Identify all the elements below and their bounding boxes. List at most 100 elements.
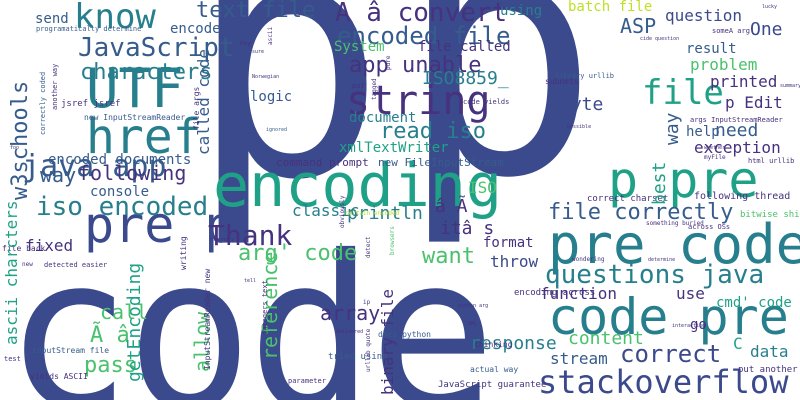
word-use: use [676,284,705,303]
word-document: document [349,110,417,126]
word-way-right: way [662,112,683,145]
word-programatically: programatically determine [36,25,142,33]
word-system: System [334,39,385,55]
word-fixed: fixed [25,236,74,255]
word-parameter: parameter [288,377,326,385]
word-pre-code: pre code [548,213,800,276]
word-pure: pure [385,55,392,70]
word-code-pre: code pre [548,288,789,346]
word-encoded-documents: encoded documents [48,152,192,168]
word-new-fis: new FileInputStream [378,156,504,169]
word-ascii-small: ascii [267,26,274,45]
word-detect: detect [365,236,372,258]
word-writing: writing [179,236,188,270]
word-arg-code: arg' code [238,241,358,266]
word-app-unable: app unable [349,53,482,78]
word-detected-easier: detected easier [44,261,108,269]
word-binary-file: binary file [378,289,397,395]
word-cide-question: cide question [640,36,680,42]
word-array: array [320,301,381,325]
word-questions-java: questions java [545,260,765,290]
word-new-isr: new InputStreamReader [84,113,186,122]
word-jsref: jsref jsref [61,99,121,109]
word-encode: encode [170,21,221,37]
word-cmd-code: cmd' code [716,295,792,311]
word-encoding-across: encoding across [514,288,596,298]
word-thank: Thank [208,219,293,252]
word-ascii-charcters: ascii charcters [2,200,21,346]
word-javascript-guarantee: JavaScript guarantee [438,380,547,390]
word-byte: byte [560,94,604,115]
word-java-app: java app [22,149,167,184]
word-actual-way: actual way [470,365,519,374]
word-isn: isn [461,9,468,20]
word-read-iso: read iso [380,119,486,144]
word-file: file [642,73,724,113]
word-sure: sure [252,49,265,55]
word-pass: pass [84,353,137,378]
word-following: following [78,161,187,185]
word-way: way [40,163,77,187]
word-file-back: file back [2,244,46,253]
word-urllib-quote: urllib quote [365,328,372,372]
word-one: One [750,19,783,40]
word-bitwise-shifts: bitwise shifts [740,210,800,220]
word-command-prompt: command prompt [276,156,369,169]
word-problem: problem [690,55,758,74]
word-printed: printed [710,72,778,91]
word-somea-arg: someA arg' [712,27,755,35]
word-possible: possible [567,124,592,130]
word-delivered: delivered [336,329,364,335]
word-interacting: interacting [672,323,706,329]
word-function: function [540,284,618,303]
word-logic: logic [250,89,293,105]
word-a-a-convert: Ã â convert [335,0,508,28]
word-put-another: put another [738,365,798,375]
word-text-file: text file [196,0,316,23]
word-ita-s: itâ s [440,218,495,239]
word-xml: XML [468,321,478,327]
word-whether: whether [704,145,726,151]
word-go: go [690,317,707,333]
word-throw: throw [490,252,539,271]
word-batch-file: batch file [568,0,653,15]
word-thinking: thinking [474,340,513,349]
word-println: println [347,203,423,224]
word-send: send [35,11,69,27]
word-want: want [422,244,475,269]
word-result: result [686,41,737,57]
word-know: know [74,0,156,37]
word-test: test [4,355,21,363]
word-getencoding: getEncoding [124,262,145,382]
word-strongly: strongly [210,237,235,243]
word-input-stream-file: inputStream file [32,346,110,355]
word-myfile: myFile [704,154,726,161]
word-response: response [470,333,557,354]
word-asp: ASP [620,14,657,38]
word-foo: foo [10,145,20,151]
word-browsers: browsers [389,226,396,255]
word-obviously: obviously [339,195,346,228]
word-determine: determine [648,257,676,263]
word-file-correctly: file correctly [548,200,734,225]
word-p-left: p [188,0,387,252]
word-isr-new: InputStreamReader new [203,268,212,370]
word-p-right: p [398,0,600,252]
word-classic: classic [292,201,360,220]
word-iso8859: ISO8859_ [422,68,509,89]
word-stackoverflow: stackoverflow [538,363,789,400]
word-file-args: file args [192,86,201,130]
word-characters: characters [80,60,213,85]
word-p-edit: p Edit [725,93,783,112]
word-correct-charset: correct charset [587,194,669,204]
word-using: using [500,3,543,19]
word-wondering: wondering [572,256,605,263]
word-may: may [240,40,251,47]
word-norwegian: Norwegian [252,74,280,80]
word-tried-using: tried using [328,352,388,362]
word-tell: tell [244,278,257,284]
word-lucky: lucky [762,4,778,10]
word-html-urllib: html urllib [748,157,795,165]
word-data: data [750,342,789,361]
word-docs-python: docs python [378,330,431,339]
